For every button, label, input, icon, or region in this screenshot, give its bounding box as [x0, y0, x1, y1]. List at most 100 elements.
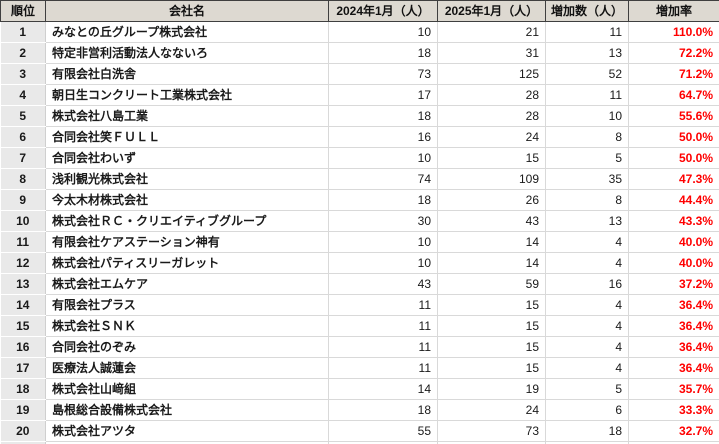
count-2025-cell[interactable]: 21 [437, 21, 546, 43]
increase-rate-cell[interactable]: 40.0% [628, 231, 719, 253]
count-2025-cell[interactable]: 125 [437, 63, 546, 85]
increase-rate-cell[interactable]: 50.0% [628, 126, 719, 148]
count-2024-cell[interactable]: 10 [328, 147, 438, 169]
count-2024-cell[interactable]: 10 [328, 252, 438, 274]
increase-count-cell[interactable]: 52 [545, 63, 629, 85]
increase-rate-cell[interactable]: 36.4% [628, 336, 719, 358]
count-2025-cell[interactable]: 43 [437, 210, 546, 232]
increase-count-cell[interactable]: 11 [545, 21, 629, 43]
rank-cell[interactable]: 20 [0, 420, 46, 442]
increase-count-cell[interactable]: 4 [545, 231, 629, 253]
count-2025-cell[interactable]: 14 [437, 231, 546, 253]
count-2024-cell[interactable]: 18 [328, 105, 438, 127]
company-name-cell[interactable]: 島根総合設備株式会社 [45, 399, 329, 421]
increase-count-cell[interactable]: 4 [545, 315, 629, 337]
increase-rate-cell[interactable]: 36.4% [628, 315, 719, 337]
company-name-cell[interactable]: 株式会社八島工業 [45, 105, 329, 127]
increase-count-cell[interactable]: 4 [545, 252, 629, 274]
increase-rate-cell[interactable]: 43.3% [628, 210, 719, 232]
count-2024-cell[interactable]: 18 [328, 42, 438, 64]
increase-rate-cell[interactable]: 110.0% [628, 21, 719, 43]
header-count-2024[interactable]: 2024年1月（人） [328, 0, 438, 22]
count-2024-cell[interactable]: 16 [328, 126, 438, 148]
rank-cell[interactable]: 9 [0, 189, 46, 211]
company-name-cell[interactable]: 有限会社プラス [45, 294, 329, 316]
increase-count-cell[interactable]: 4 [545, 336, 629, 358]
count-2024-cell[interactable]: 18 [328, 189, 438, 211]
count-2024-cell[interactable]: 74 [328, 168, 438, 190]
count-2024-cell[interactable]: 30 [328, 210, 438, 232]
increase-rate-cell[interactable]: 72.2% [628, 42, 719, 64]
count-2025-cell[interactable]: 24 [437, 399, 546, 421]
rank-cell[interactable]: 2 [0, 42, 46, 64]
count-2024-cell[interactable]: 11 [328, 336, 438, 358]
count-2024-cell[interactable]: 11 [328, 315, 438, 337]
company-name-cell[interactable]: 合同会社笑ＦＵＬＬ [45, 126, 329, 148]
rank-cell[interactable]: 1 [0, 21, 46, 43]
rank-cell[interactable]: 15 [0, 315, 46, 337]
increase-rate-cell[interactable]: 32.7% [628, 420, 719, 442]
company-name-cell[interactable]: 今太木材株式会社 [45, 189, 329, 211]
header-count-2025[interactable]: 2025年1月（人） [437, 0, 546, 22]
company-name-cell[interactable]: 有限会社白洗舎 [45, 63, 329, 85]
rank-cell[interactable]: 6 [0, 126, 46, 148]
company-name-cell[interactable]: 株式会社山﨑組 [45, 378, 329, 400]
rank-cell[interactable]: 18 [0, 378, 46, 400]
count-2025-cell[interactable]: 28 [437, 105, 546, 127]
count-2025-cell[interactable]: 28 [437, 84, 546, 106]
increase-count-cell[interactable]: 5 [545, 378, 629, 400]
increase-count-cell[interactable]: 35 [545, 168, 629, 190]
increase-rate-cell[interactable]: 40.0% [628, 252, 719, 274]
increase-rate-cell[interactable]: 33.3% [628, 399, 719, 421]
increase-rate-cell[interactable]: 47.3% [628, 168, 719, 190]
count-2024-cell[interactable]: 11 [328, 357, 438, 379]
count-2025-cell[interactable]: 109 [437, 168, 546, 190]
rank-cell[interactable]: 11 [0, 231, 46, 253]
rank-cell[interactable]: 5 [0, 105, 46, 127]
rank-cell[interactable]: 10 [0, 210, 46, 232]
count-2024-cell[interactable]: 17 [328, 84, 438, 106]
count-2024-cell[interactable]: 55 [328, 420, 438, 442]
increase-count-cell[interactable]: 6 [545, 399, 629, 421]
count-2025-cell[interactable]: 15 [437, 357, 546, 379]
increase-rate-cell[interactable]: 71.2% [628, 63, 719, 85]
increase-count-cell[interactable]: 16 [545, 273, 629, 295]
increase-rate-cell[interactable]: 44.4% [628, 189, 719, 211]
count-2025-cell[interactable]: 15 [437, 147, 546, 169]
count-2025-cell[interactable]: 73 [437, 420, 546, 442]
count-2025-cell[interactable]: 15 [437, 294, 546, 316]
count-2024-cell[interactable]: 10 [328, 21, 438, 43]
count-2024-cell[interactable]: 14 [328, 378, 438, 400]
company-name-cell[interactable]: 株式会社ＲＣ・クリエイティブグループ [45, 210, 329, 232]
count-2025-cell[interactable]: 59 [437, 273, 546, 295]
rank-cell[interactable]: 8 [0, 168, 46, 190]
rank-cell[interactable]: 3 [0, 63, 46, 85]
company-name-cell[interactable]: 特定非営利活動法人なないろ [45, 42, 329, 64]
company-name-cell[interactable]: 朝日生コンクリート工業株式会社 [45, 84, 329, 106]
rank-cell[interactable]: 19 [0, 399, 46, 421]
increase-rate-cell[interactable]: 36.4% [628, 294, 719, 316]
increase-count-cell[interactable]: 8 [545, 189, 629, 211]
rank-cell[interactable]: 7 [0, 147, 46, 169]
company-name-cell[interactable]: 合同会社わいず [45, 147, 329, 169]
count-2024-cell[interactable]: 18 [328, 399, 438, 421]
rank-cell[interactable]: 13 [0, 273, 46, 295]
increase-rate-cell[interactable]: 37.2% [628, 273, 719, 295]
header-rank[interactable]: 順位 [0, 0, 46, 22]
increase-count-cell[interactable]: 11 [545, 84, 629, 106]
rank-cell[interactable]: 14 [0, 294, 46, 316]
increase-rate-cell[interactable]: 50.0% [628, 147, 719, 169]
increase-count-cell[interactable]: 5 [545, 147, 629, 169]
header-company[interactable]: 会社名 [45, 0, 329, 22]
company-name-cell[interactable]: 株式会社パティスリーガレット [45, 252, 329, 274]
count-2024-cell[interactable]: 43 [328, 273, 438, 295]
count-2024-cell[interactable]: 11 [328, 294, 438, 316]
increase-count-cell[interactable]: 4 [545, 294, 629, 316]
increase-rate-cell[interactable]: 35.7% [628, 378, 719, 400]
increase-count-cell[interactable]: 10 [545, 105, 629, 127]
rank-cell[interactable]: 4 [0, 84, 46, 106]
company-name-cell[interactable]: 合同会社のぞみ [45, 336, 329, 358]
count-2025-cell[interactable]: 19 [437, 378, 546, 400]
increase-rate-cell[interactable]: 64.7% [628, 84, 719, 106]
increase-rate-cell[interactable]: 36.4% [628, 357, 719, 379]
